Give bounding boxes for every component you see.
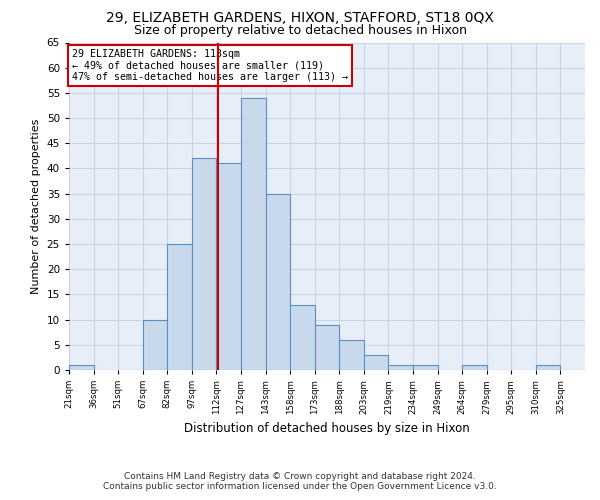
Bar bbox=[241, 98, 266, 370]
Text: Contains HM Land Registry data © Crown copyright and database right 2024.
Contai: Contains HM Land Registry data © Crown c… bbox=[103, 472, 497, 491]
Bar bbox=[143, 320, 167, 370]
Bar bbox=[462, 365, 487, 370]
Bar bbox=[364, 355, 388, 370]
Bar bbox=[266, 194, 290, 370]
Bar bbox=[536, 365, 560, 370]
Bar bbox=[339, 340, 364, 370]
Text: Size of property relative to detached houses in Hixon: Size of property relative to detached ho… bbox=[133, 24, 467, 37]
X-axis label: Distribution of detached houses by size in Hixon: Distribution of detached houses by size … bbox=[184, 422, 470, 435]
Bar bbox=[290, 304, 315, 370]
Bar bbox=[192, 158, 217, 370]
Y-axis label: Number of detached properties: Number of detached properties bbox=[31, 118, 41, 294]
Bar bbox=[388, 365, 413, 370]
Text: 29 ELIZABETH GARDENS: 113sqm
← 49% of detached houses are smaller (119)
47% of s: 29 ELIZABETH GARDENS: 113sqm ← 49% of de… bbox=[71, 49, 347, 82]
Bar bbox=[413, 365, 437, 370]
Text: 29, ELIZABETH GARDENS, HIXON, STAFFORD, ST18 0QX: 29, ELIZABETH GARDENS, HIXON, STAFFORD, … bbox=[106, 12, 494, 26]
Bar bbox=[217, 164, 241, 370]
Bar bbox=[167, 244, 192, 370]
Bar bbox=[315, 324, 339, 370]
Bar bbox=[69, 365, 94, 370]
